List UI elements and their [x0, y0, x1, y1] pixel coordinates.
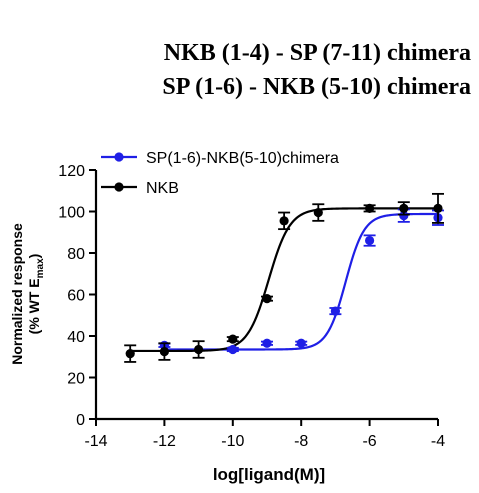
y-axis-label-subscript: max [35, 258, 46, 278]
x-tick-label: -12 [153, 433, 176, 450]
data-point-series-2 [261, 294, 273, 304]
marker [262, 338, 272, 348]
legend: SP(1-6)-NKB(5-10)chimera NKB [101, 150, 339, 197]
data-point-series-2 [397, 201, 410, 216]
data-point-series-1 [226, 344, 239, 355]
fit-curve-series-2 [130, 207, 438, 353]
x-tick-label: -6 [362, 433, 376, 450]
x-tick-label: -10 [221, 433, 244, 450]
y-axis-label-suffix: ) [26, 254, 42, 259]
legend-label: NKB [146, 180, 179, 197]
svg-text:(% WT Emax): (% WT Emax) [26, 254, 46, 335]
fit-curves [130, 207, 438, 353]
svg-text:Normalized response: Normalized response [9, 223, 25, 365]
marker [228, 334, 238, 344]
marker [365, 203, 375, 213]
marker [159, 346, 169, 357]
marker [296, 338, 306, 348]
marker [279, 216, 289, 226]
chart-title-line-2: SP (1-6) - NKB (5-10) chimera [162, 74, 471, 100]
y-axis-label-prefix: (% WT E [26, 278, 42, 334]
marker [313, 207, 323, 218]
data-point-series-2 [192, 340, 205, 359]
data-point-series-1 [363, 234, 376, 247]
legend-label: SP(1-6)-NKB(5-10)chimera [146, 150, 339, 167]
y-tick-label: 120 [58, 163, 85, 180]
data-point-series-1 [329, 306, 342, 316]
y-axis-label: Normalized response (% WT Emax) [9, 223, 46, 365]
data-point-series-2 [124, 344, 137, 363]
data-point-series-2 [312, 203, 325, 222]
data-point-series-2 [278, 211, 291, 231]
marker [330, 306, 340, 316]
marker [433, 203, 443, 213]
legend-swatch-marker [114, 152, 124, 162]
y-tick-label: 80 [67, 246, 85, 263]
marker [399, 203, 409, 213]
y-tick-label: 40 [67, 329, 85, 346]
y-tick-label: 20 [67, 371, 85, 388]
axes: 0 20 40 60 80 100 120 -14 -12 -10 -8 -6 -4 [58, 163, 445, 450]
x-axis-label: log[ligand(M)] [213, 465, 325, 484]
marker [125, 349, 135, 359]
data-point-series-1 [295, 338, 308, 348]
y-tick-label: 0 [76, 412, 85, 429]
marker [365, 235, 375, 246]
data-points [124, 192, 444, 363]
x-tick-label: -14 [84, 433, 107, 450]
legend-swatch-marker [114, 182, 124, 192]
data-point-series-2 [226, 334, 239, 344]
marker [194, 344, 204, 355]
x-tick-label: -4 [431, 433, 445, 450]
data-point-series-2 [432, 192, 444, 224]
data-point-series-1 [261, 338, 273, 348]
y-tick-label: 100 [58, 205, 85, 222]
marker [399, 211, 409, 221]
marker [262, 294, 272, 304]
y-tick-label: 60 [67, 288, 85, 305]
data-point-series-2 [158, 342, 171, 361]
marker [228, 344, 238, 355]
x-tick-label: -8 [294, 433, 308, 450]
data-point-series-2 [363, 203, 376, 213]
y-axis-label-line-1: Normalized response [9, 223, 25, 365]
fit-curve-series-1 [164, 212, 438, 351]
chart-title-line-1: NKB (1-4) - SP (7-11) chimera [163, 40, 471, 66]
